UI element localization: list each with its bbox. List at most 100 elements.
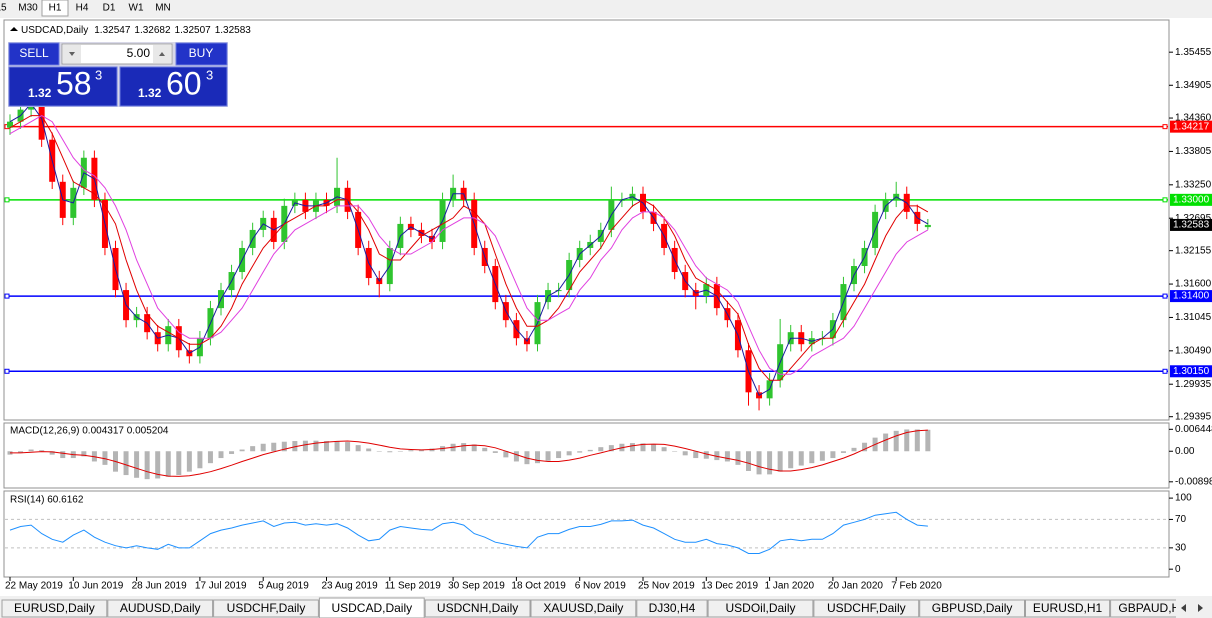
macd-bar (123, 451, 129, 476)
buy-price-box[interactable] (119, 66, 228, 107)
chart-tab[interactable] (213, 599, 319, 618)
x-tick-label: 7 Feb 2020 (891, 581, 942, 592)
y-tick-label: 1.32155 (1175, 245, 1212, 256)
level-handle[interactable] (1162, 197, 1168, 203)
chart-tab[interactable] (1025, 599, 1111, 618)
chart-tab-label: GBPAUD,H1 (1118, 601, 1187, 615)
macd-bar (724, 451, 730, 462)
y-tick-label: -0.008982 (1175, 476, 1212, 487)
chart-tab-label: AUDUSD,Daily (120, 601, 201, 615)
chart-tab[interactable] (530, 599, 637, 618)
chart-tab[interactable] (424, 599, 531, 618)
macd-bar (746, 451, 751, 471)
timeframe-button[interactable] (41, 0, 69, 17)
x-tick-label: 6 Nov 2019 (575, 581, 627, 592)
macd-bar (788, 451, 794, 469)
macd-bar (798, 451, 804, 466)
level-handle[interactable] (1162, 368, 1168, 374)
macd-bar (819, 451, 825, 461)
candle-body (924, 224, 931, 228)
chart-tab[interactable] (318, 597, 425, 618)
tab-scroll-left[interactable] (1181, 604, 1186, 612)
chart-tab[interactable] (707, 599, 814, 618)
chart-tab-label: USDCNH,Daily (437, 601, 518, 615)
collapse-icon[interactable] (10, 27, 18, 31)
timeframe-button[interactable] (15, 0, 41, 16)
x-tick-label: 18 Oct 2019 (511, 581, 566, 592)
macd-bar (281, 441, 287, 452)
macd-bar (49, 451, 55, 455)
y-tick-label: 100 (1175, 493, 1192, 504)
lot-input[interactable] (61, 43, 173, 65)
x-tick-label: 22 May 2019 (5, 581, 63, 592)
chart-tab[interactable] (636, 599, 708, 618)
axis-labels: 1.354551.349051.343601.338051.332501.326… (5, 47, 1212, 592)
macd-bar (366, 448, 372, 452)
level-label-box (1170, 120, 1212, 133)
level-handle[interactable] (4, 197, 10, 203)
macd-bar (461, 443, 467, 452)
price-label: 1.32583 (1173, 220, 1210, 231)
macd-bar (176, 451, 182, 476)
macd-bar (883, 433, 889, 452)
chart-tab-label: USDOil,Daily (725, 601, 795, 615)
sell-button[interactable] (8, 42, 60, 66)
chart-tab-label: EURUSD,Daily (14, 601, 95, 615)
macd-bar (703, 451, 709, 459)
level-handle[interactable] (1162, 124, 1168, 130)
macd-bar (651, 444, 657, 452)
buy-button[interactable] (175, 42, 228, 66)
timeframe-button[interactable] (69, 0, 95, 16)
lot-value: 5.00 (127, 46, 151, 60)
level-handle[interactable] (4, 293, 10, 299)
y-tick-label: 1.29395 (1175, 411, 1212, 422)
macd-signal (10, 429, 928, 477)
macd-bar (60, 451, 66, 459)
timeframe-button[interactable] (96, 0, 122, 16)
macd-bar (904, 429, 910, 452)
timeframe-button[interactable] (123, 0, 149, 16)
macd-bar (840, 451, 846, 453)
macd-bar (598, 447, 604, 452)
macd-bar (102, 451, 108, 465)
rsi-panel-frame (3, 490, 1170, 578)
last-close: 1.32583 (215, 25, 252, 36)
chart-tab[interactable] (813, 599, 920, 618)
sell-price-box[interactable] (8, 66, 118, 107)
tab-scroll-right[interactable] (1198, 604, 1203, 612)
level-label: 1.30150 (1173, 366, 1210, 377)
x-tick-label: 1 Jan 2020 (765, 581, 815, 592)
symbol: USDCAD,Daily (21, 25, 88, 36)
timeframe-button[interactable] (0, 0, 14, 16)
buy-price-big: 1.32 (138, 86, 162, 100)
chart-tab[interactable] (107, 599, 214, 618)
y-tick-label: 1.35455 (1175, 47, 1212, 58)
level-handle[interactable] (4, 368, 10, 374)
macd-bar (513, 451, 519, 462)
macd-bar (18, 451, 24, 453)
chart-tab-label: USDCHF,Daily (827, 601, 906, 615)
y-tick-label: 1.34905 (1175, 80, 1212, 91)
macd-bar (207, 451, 213, 464)
level-label: 1.34217 (1173, 121, 1210, 132)
macd-bar (914, 429, 920, 452)
lot-down-arrow (69, 52, 75, 56)
macd-bar (640, 443, 646, 452)
timeframe-label: 15 (0, 3, 7, 14)
macd-bar (862, 442, 868, 452)
chart-window (0, 18, 1212, 596)
macd-bar (714, 451, 720, 461)
macd-bar (397, 451, 403, 452)
level-handle[interactable] (1162, 293, 1168, 299)
timeframe-button[interactable] (150, 0, 176, 16)
timeframe-buttons: 15 M30 H1 H4 D1 W1 MN (0, 0, 176, 17)
chart-tab[interactable] (1, 599, 108, 618)
macd-bar (492, 451, 498, 453)
macd-bar (28, 449, 34, 452)
chart-tab-label: USDCAD,Daily (331, 601, 412, 615)
timeframe-label: H1 (49, 3, 62, 14)
chart-tab[interactable] (919, 599, 1026, 618)
macd-bar (777, 451, 783, 472)
